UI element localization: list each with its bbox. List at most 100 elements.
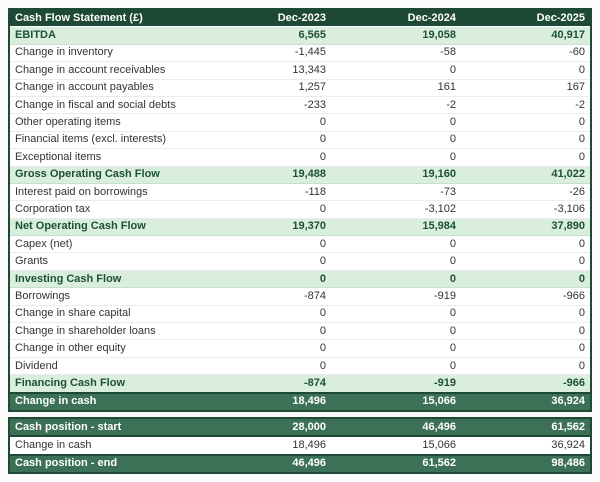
value-cell: 15,984 bbox=[331, 217, 461, 237]
value-cell: -2 bbox=[331, 96, 461, 115]
cash-flow-table: Cash Flow Statement (£) Dec-2023 Dec-202… bbox=[8, 8, 592, 413]
row-label: Change in account payables bbox=[9, 79, 202, 97]
value-cell: 61,562 bbox=[331, 453, 461, 475]
value-cell: 0 bbox=[331, 305, 461, 324]
value-cell: 19,160 bbox=[331, 165, 461, 184]
value-cell: 0 bbox=[201, 339, 332, 358]
value-cell: 0 bbox=[461, 322, 591, 341]
row-label: Exceptional items bbox=[9, 148, 202, 167]
value-cell: 0 bbox=[331, 131, 461, 150]
table-row: EBITDA 6,565 19,058 40,917 bbox=[9, 26, 591, 45]
value-cell: 15,066 bbox=[331, 391, 461, 413]
row-label: Financial items (excl. interests) bbox=[9, 131, 202, 150]
value-cell: 40,917 bbox=[461, 26, 591, 45]
row-label: Change in other equity bbox=[9, 339, 202, 358]
row-label: Other operating items bbox=[9, 113, 202, 132]
column-header-dec-2023: Dec-2023 bbox=[201, 9, 332, 28]
value-cell: 0 bbox=[331, 252, 461, 271]
value-cell: 0 bbox=[201, 252, 332, 271]
value-cell: -919 bbox=[331, 374, 461, 394]
value-cell: 0 bbox=[461, 252, 591, 271]
table-row: Capex (net) 0 0 0 bbox=[9, 235, 591, 254]
value-cell: 0 bbox=[331, 61, 461, 80]
row-label: Change in shareholder loans bbox=[9, 322, 202, 341]
table-row: Borrowings -874 -919 -966 bbox=[9, 287, 591, 306]
table-row: Grants 0 0 0 bbox=[9, 252, 591, 271]
value-cell: 1,257 bbox=[201, 79, 332, 97]
value-cell: -966 bbox=[461, 374, 591, 394]
table-row: Change in shareholder loans 0 0 0 bbox=[9, 322, 591, 341]
value-cell: -58 bbox=[331, 44, 461, 63]
value-cell: -233 bbox=[201, 96, 332, 115]
value-cell: -26 bbox=[461, 183, 591, 202]
value-cell: 36,924 bbox=[461, 391, 591, 413]
row-label: Cash position - start bbox=[9, 416, 202, 438]
row-label: Grants bbox=[9, 252, 202, 271]
row-label: Cash position - end bbox=[9, 453, 202, 475]
value-cell: 28,000 bbox=[201, 416, 332, 438]
table-row: Change in cash 18,496 15,066 36,924 bbox=[9, 436, 591, 456]
value-cell: 18,496 bbox=[201, 391, 332, 413]
table-row: Change in cash 18,496 15,066 36,924 bbox=[9, 391, 591, 413]
value-cell: -3,102 bbox=[331, 200, 461, 219]
table-header: Cash Flow Statement (£) Dec-2023 Dec-202… bbox=[9, 9, 591, 28]
value-cell: -919 bbox=[331, 287, 461, 306]
value-cell: 0 bbox=[461, 113, 591, 132]
value-cell: 0 bbox=[201, 269, 332, 289]
column-header-dec-2024: Dec-2024 bbox=[331, 9, 461, 28]
value-cell: 36,924 bbox=[461, 436, 591, 456]
row-label: Change in inventory bbox=[9, 44, 202, 63]
value-cell: 19,370 bbox=[201, 217, 332, 237]
value-cell: 0 bbox=[331, 148, 461, 167]
table-row: Cash position - end 46,496 61,562 98,486 bbox=[9, 453, 591, 475]
row-label: Change in fiscal and social debts bbox=[9, 96, 202, 115]
row-label: Net Operating Cash Flow bbox=[9, 217, 202, 237]
value-cell: 0 bbox=[461, 61, 591, 80]
table-row: Change in inventory -1,445 -58 -60 bbox=[9, 44, 591, 63]
table-row: Gross Operating Cash Flow 19,488 19,160 41,… bbox=[9, 165, 591, 184]
value-cell: 37,890 bbox=[461, 217, 591, 237]
value-cell: 0 bbox=[331, 357, 461, 376]
table-row: Financing Cash Flow -874 -919 -966 bbox=[9, 374, 591, 394]
value-cell: 13,343 bbox=[201, 61, 332, 80]
value-cell: -874 bbox=[201, 374, 332, 394]
value-cell: 0 bbox=[331, 339, 461, 358]
row-label: Interest paid on borrowings bbox=[9, 183, 202, 202]
value-cell: 46,496 bbox=[201, 453, 332, 475]
value-cell: 0 bbox=[461, 269, 591, 289]
table-title: Cash Flow Statement (£) bbox=[9, 9, 202, 28]
value-cell: 19,488 bbox=[201, 165, 332, 184]
row-label: Investing Cash Flow bbox=[9, 269, 202, 289]
value-cell: 0 bbox=[201, 113, 332, 132]
value-cell: 19,058 bbox=[331, 26, 461, 45]
value-cell: 61,562 bbox=[461, 416, 591, 438]
table-row: Exceptional items 0 0 0 bbox=[9, 148, 591, 167]
value-cell: -2 bbox=[461, 96, 591, 115]
row-label: Change in share capital bbox=[9, 305, 202, 324]
row-label: EBITDA bbox=[9, 26, 202, 45]
value-cell: 41,022 bbox=[461, 165, 591, 184]
value-cell: 0 bbox=[461, 235, 591, 254]
value-cell: 46,496 bbox=[331, 416, 461, 438]
value-cell: 0 bbox=[461, 148, 591, 167]
row-label: Change in account receivables bbox=[9, 61, 202, 80]
row-label: Dividend bbox=[9, 357, 202, 376]
row-label: Corporation tax bbox=[9, 200, 202, 219]
row-label: Capex (net) bbox=[9, 235, 202, 254]
table-row: Change in fiscal and social debts -233 -2-… bbox=[9, 96, 591, 115]
table-row: Net Operating Cash Flow 19,370 15,984 37,89… bbox=[9, 217, 591, 237]
row-label: Financing Cash Flow bbox=[9, 374, 202, 394]
value-cell: -1,445 bbox=[201, 44, 332, 63]
value-cell: 0 bbox=[331, 235, 461, 254]
value-cell: 0 bbox=[331, 113, 461, 132]
value-cell: 15,066 bbox=[331, 436, 461, 456]
value-cell: 0 bbox=[461, 357, 591, 376]
value-cell: 98,486 bbox=[461, 453, 591, 475]
cash-position-table: Cash position - start 28,000 46,496 61,562 C… bbox=[8, 416, 592, 475]
value-cell: 0 bbox=[201, 305, 332, 324]
table-row: Investing Cash Flow 0 0 0 bbox=[9, 269, 591, 289]
table-row: Cash position - start 28,000 46,496 61,562 bbox=[9, 416, 591, 438]
row-label: Gross Operating Cash Flow bbox=[9, 165, 202, 184]
value-cell: 0 bbox=[331, 322, 461, 341]
